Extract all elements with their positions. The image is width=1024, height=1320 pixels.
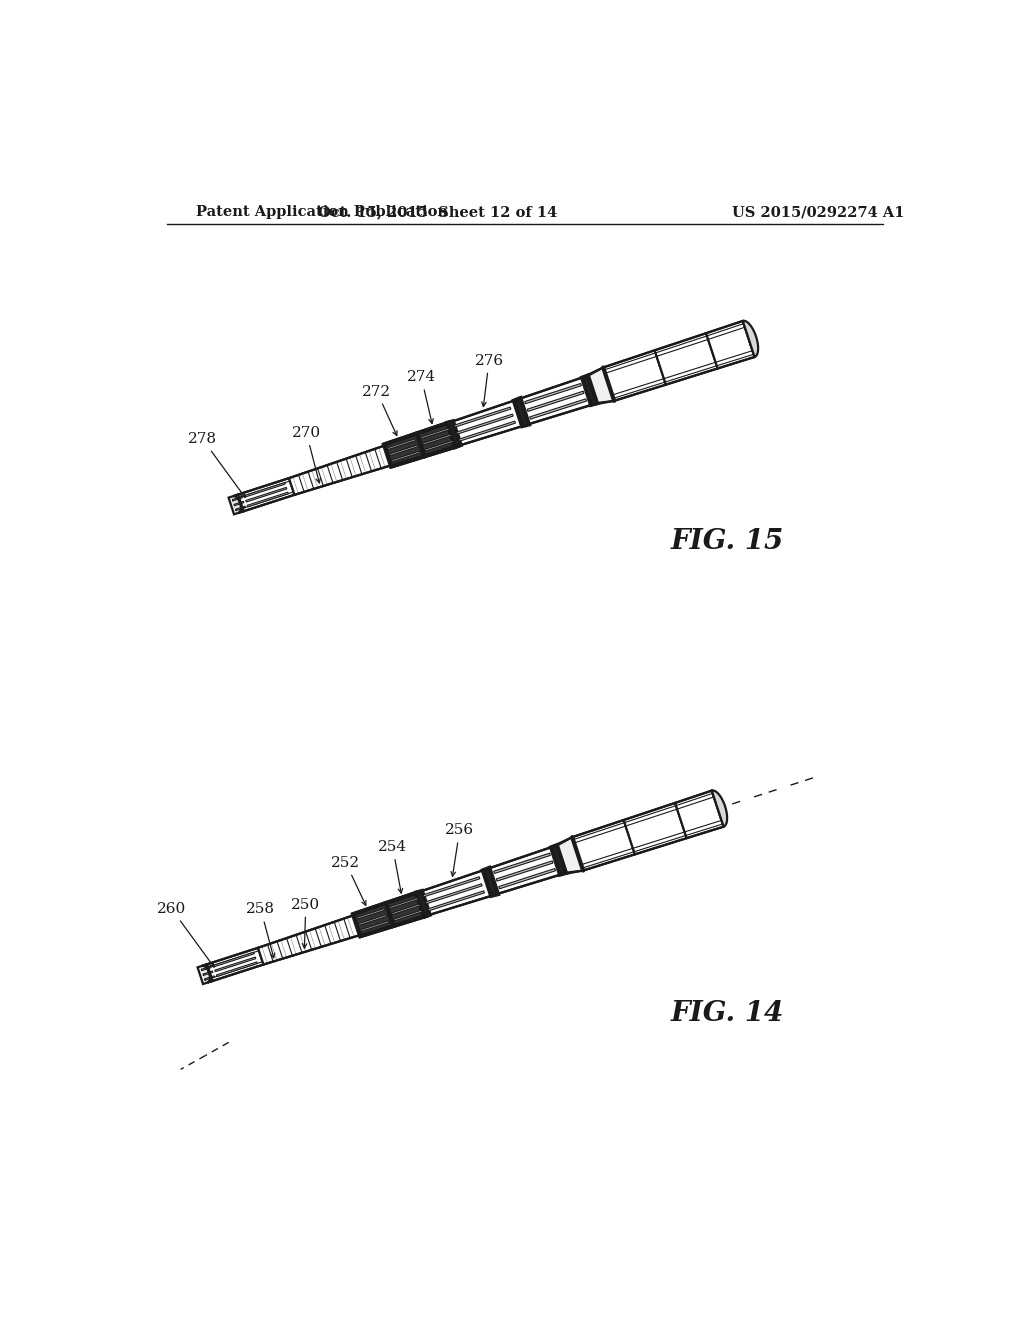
Polygon shape — [459, 421, 515, 441]
Polygon shape — [386, 892, 427, 925]
Polygon shape — [417, 422, 458, 457]
Text: FIG. 14: FIG. 14 — [671, 999, 783, 1027]
Text: 250: 250 — [291, 898, 321, 948]
Polygon shape — [215, 957, 256, 972]
Polygon shape — [360, 921, 389, 932]
Text: 274: 274 — [407, 371, 436, 424]
Text: 276: 276 — [474, 354, 504, 407]
Polygon shape — [520, 378, 591, 424]
Polygon shape — [228, 495, 243, 515]
Polygon shape — [529, 399, 587, 420]
Polygon shape — [353, 903, 393, 936]
Polygon shape — [246, 487, 287, 502]
Polygon shape — [421, 428, 450, 438]
Text: 254: 254 — [378, 840, 408, 894]
Polygon shape — [289, 446, 391, 495]
Polygon shape — [551, 845, 566, 875]
Polygon shape — [391, 451, 420, 462]
Polygon shape — [244, 483, 286, 498]
Text: 272: 272 — [362, 384, 397, 436]
Polygon shape — [675, 791, 724, 838]
Polygon shape — [198, 965, 212, 983]
Text: 256: 256 — [445, 824, 474, 876]
Polygon shape — [213, 952, 254, 966]
Polygon shape — [527, 391, 584, 412]
Polygon shape — [447, 421, 461, 447]
Polygon shape — [450, 400, 524, 446]
Polygon shape — [387, 438, 416, 450]
Text: Oct. 15, 2015  Sheet 12 of 14: Oct. 15, 2015 Sheet 12 of 14 — [318, 206, 558, 219]
Polygon shape — [426, 884, 482, 904]
Polygon shape — [654, 333, 718, 384]
Polygon shape — [624, 803, 687, 854]
Polygon shape — [389, 445, 418, 455]
Polygon shape — [358, 915, 387, 925]
Polygon shape — [423, 876, 480, 896]
Text: FIG. 15: FIG. 15 — [671, 528, 783, 556]
Polygon shape — [497, 861, 553, 882]
Polygon shape — [238, 478, 295, 511]
Polygon shape — [483, 867, 498, 896]
Polygon shape — [258, 915, 359, 965]
Polygon shape — [384, 433, 424, 466]
Text: 278: 278 — [188, 432, 245, 498]
Polygon shape — [457, 414, 513, 434]
Polygon shape — [489, 847, 560, 894]
Polygon shape — [455, 407, 511, 428]
Polygon shape — [582, 376, 597, 405]
Polygon shape — [712, 791, 727, 826]
Polygon shape — [425, 441, 454, 451]
Polygon shape — [423, 434, 452, 445]
Polygon shape — [356, 908, 385, 919]
Polygon shape — [428, 891, 484, 911]
Polygon shape — [707, 321, 755, 368]
Polygon shape — [603, 350, 666, 401]
Polygon shape — [557, 837, 583, 873]
Polygon shape — [248, 492, 289, 507]
Text: 252: 252 — [332, 855, 366, 906]
Polygon shape — [393, 909, 422, 921]
Polygon shape — [416, 891, 430, 916]
Text: 270: 270 — [292, 426, 321, 483]
Text: 258: 258 — [247, 903, 275, 958]
Polygon shape — [572, 820, 635, 871]
Polygon shape — [216, 962, 257, 977]
Text: 260: 260 — [157, 902, 214, 968]
Polygon shape — [524, 384, 582, 404]
Text: Patent Application Publication: Patent Application Publication — [197, 206, 449, 219]
Polygon shape — [514, 399, 529, 426]
Polygon shape — [494, 853, 551, 874]
Polygon shape — [389, 898, 418, 908]
Polygon shape — [207, 948, 263, 981]
Polygon shape — [391, 904, 420, 915]
Polygon shape — [202, 964, 213, 982]
Polygon shape — [419, 870, 494, 916]
Polygon shape — [742, 321, 758, 356]
Polygon shape — [233, 495, 244, 513]
Text: US 2015/0292274 A1: US 2015/0292274 A1 — [732, 206, 905, 219]
Polygon shape — [499, 869, 555, 888]
Polygon shape — [588, 367, 614, 403]
